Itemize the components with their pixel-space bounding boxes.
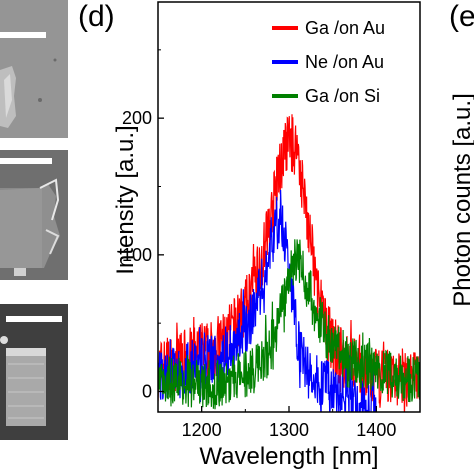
panel-label-d: (d) (78, 0, 115, 33)
panel-e-y-axis-label: Photon counts [a.u.] (449, 93, 474, 306)
y-tick-label: 0 (142, 382, 152, 402)
scale-bar (0, 32, 46, 38)
sem-image-middle (0, 150, 68, 280)
scale-bar (0, 158, 52, 164)
series-line-3 (158, 239, 420, 410)
legend-label: Ne /on Au (305, 52, 384, 72)
x-tick-label: 1400 (356, 420, 396, 440)
panel-label-e: (e (449, 0, 474, 33)
legend: Ga /on Au Ne /on Au Ga /on Si (272, 18, 385, 106)
series-layer (158, 114, 420, 412)
legend-label: Ga /on Si (305, 86, 380, 106)
y-tick-label: 200 (122, 108, 152, 128)
y-axis-label: Intensity [a.u.] (112, 125, 139, 274)
axis-layer: 1200 1300 1400 0 100 200 (122, 49, 421, 440)
series-line-2 (158, 189, 377, 412)
x-tick-label: 1300 (269, 420, 309, 440)
y-tick-label: 100 (122, 245, 152, 265)
x-axis-label: Wavelength [nm] (199, 443, 378, 470)
x-tick-label: 1200 (182, 420, 222, 440)
legend-label: Ga /on Au (305, 18, 385, 38)
sem-image-bottom (0, 304, 68, 440)
sem-image-top (0, 0, 68, 138)
scale-bar (6, 316, 62, 322)
